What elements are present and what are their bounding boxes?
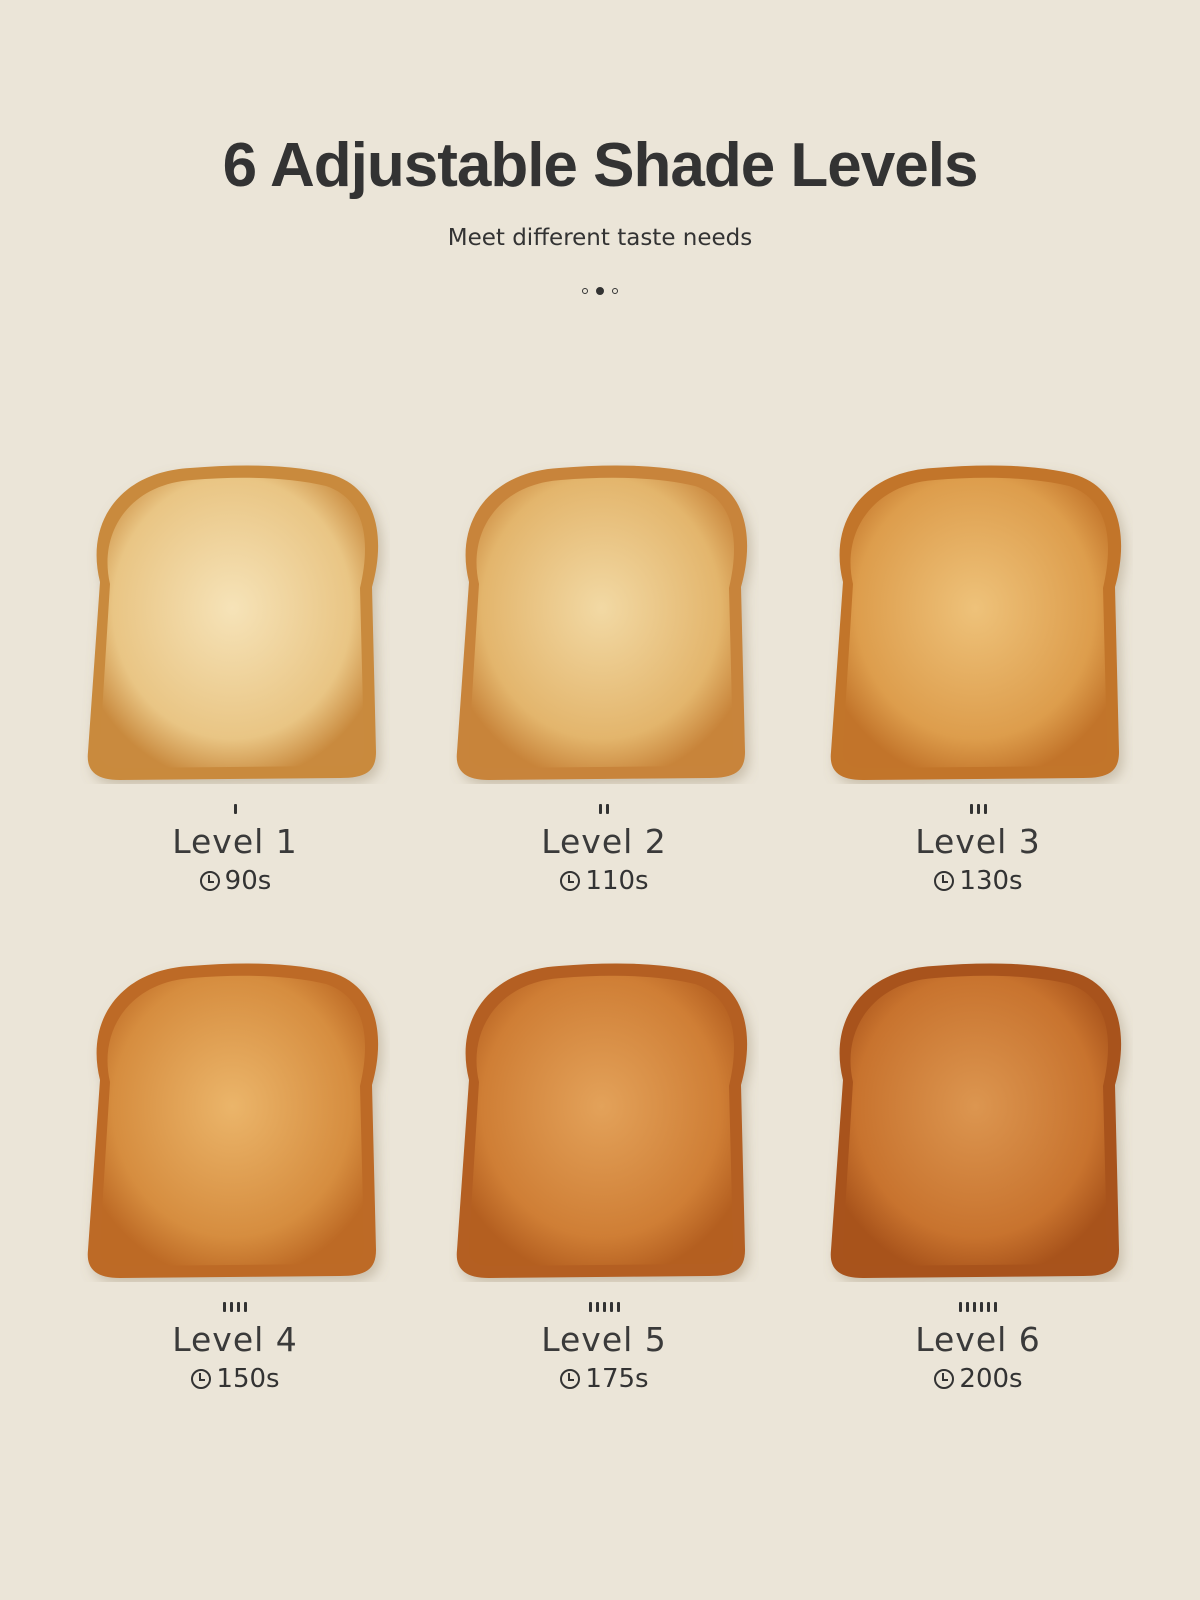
shade-tick [966,1302,969,1312]
level-label: Level 3 [915,822,1041,861]
shade-tick [983,804,987,814]
shade-tick [959,1302,962,1312]
time-value: 130s [959,866,1023,896]
shade-tick [609,1302,613,1312]
toast-slice-image [87,963,379,1278]
level-label: Level 2 [541,822,667,861]
toast-slice-image [456,465,748,780]
shade-tick [599,804,602,814]
time-value: 90s [224,866,272,896]
level-label: Level 1 [172,822,298,861]
clock-icon [199,871,220,891]
clock-icon [560,871,581,891]
toast-time: 200s [813,1364,1143,1394]
pagination-dot[interactable] [612,288,618,294]
shade-level-card: Level 1 90s [70,462,400,896]
shade-indicator [813,804,1143,816]
page-title: 6 Adjustable Shade Levels [222,131,979,200]
shade-tick [969,804,973,814]
time-value: 175s [585,1364,649,1394]
toast-slice-image [830,465,1122,780]
toast-time: 130s [813,866,1143,896]
time-value: 150s [216,1364,280,1394]
pagination-dot[interactable] [582,288,588,294]
toast-time: 150s [70,1364,400,1394]
shade-tick [606,804,609,814]
clock-icon [934,871,955,891]
toast-slice-image [456,963,748,1278]
shade-level-card: Level 6 200s [813,960,1143,1394]
level-label: Level 6 [915,1320,1041,1359]
time-value: 200s [959,1364,1023,1394]
shade-indicator [70,804,400,816]
shade-level-card: Level 3 130s [813,462,1143,896]
shade-tick [976,804,980,814]
shade-tick [223,1302,226,1312]
shade-tick [973,1302,976,1312]
clock-icon [560,1369,581,1389]
shade-indicator [439,1302,769,1314]
clock-icon [191,1369,212,1389]
shade-tick [616,1302,620,1312]
shade-indicator [439,804,769,816]
shade-level-card: Level 4 150s [70,960,400,1394]
clock-icon [934,1369,955,1389]
shade-level-card: Level 5 175s [439,960,769,1394]
shade-indicator [813,1302,1143,1314]
toast-time: 175s [439,1364,769,1394]
toast-time: 110s [439,866,769,896]
shade-tick [588,1302,592,1312]
level-label: Level 5 [541,1320,667,1359]
shade-tick [244,1302,247,1312]
shade-tick [237,1302,240,1312]
shade-tick [994,1302,997,1312]
level-label: Level 4 [172,1320,298,1359]
toast-time: 90s [70,866,400,896]
pagination-dots [0,287,1200,295]
toast-slice-image [87,465,379,780]
toast-slice-image [830,963,1122,1278]
shade-tick [595,1302,599,1312]
shade-level-card: Level 2 110s [439,462,769,896]
shade-tick [233,804,237,814]
shade-tick [980,1302,983,1312]
page-subtitle: Meet different taste needs [447,225,753,251]
shade-tick [987,1302,990,1312]
shade-tick [230,1302,233,1312]
shade-tick [602,1302,606,1312]
time-value: 110s [585,866,649,896]
pagination-dot-active[interactable] [596,287,604,295]
shade-indicator [70,1302,400,1314]
